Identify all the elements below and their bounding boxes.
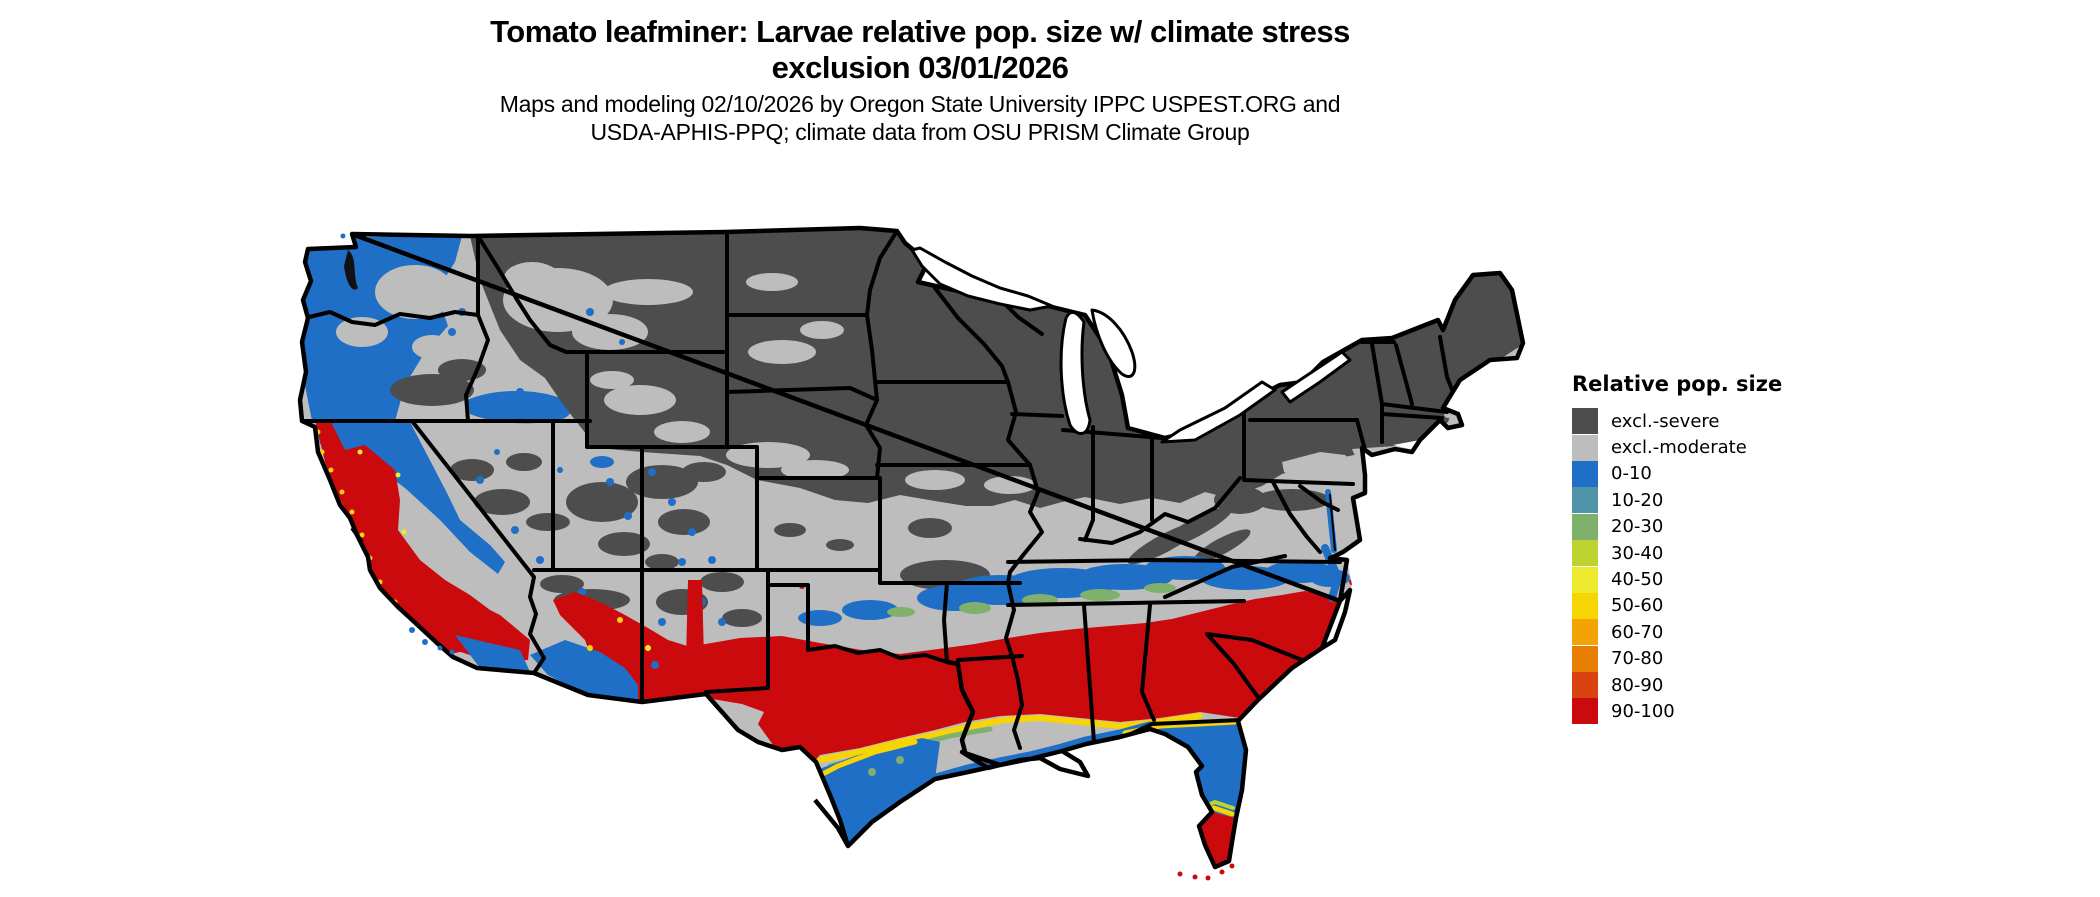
page-subtitle-line2: USDA-APHIS-PPQ; climate data from OSU PR… [590, 119, 1250, 145]
legend-swatch-v40_50 [1572, 566, 1598, 593]
legend-row-v70_80: 70-80 [1572, 645, 1872, 672]
legend-swatch-v90_100 [1572, 698, 1598, 725]
legend-title: Relative pop. size [1572, 372, 1783, 396]
raster-light-patch [375, 265, 455, 319]
offshore-speck [340, 233, 346, 239]
channel-island [409, 627, 415, 633]
legend-row-excl_severe: excl.-severe [1572, 408, 1872, 435]
legend-label-v90_100: 90-100 [1611, 700, 1675, 722]
channel-island [422, 639, 428, 645]
florida-key [1219, 869, 1225, 875]
us-map-svg [297, 225, 1526, 881]
us-choropleth-map [225, 158, 1570, 892]
legend-label-v50_60: 50-60 [1611, 595, 1664, 617]
state-borders [300, 229, 1459, 754]
legend-swatch-v20_30 [1572, 513, 1598, 540]
lake-ontario [1280, 350, 1352, 404]
page-subtitle-line1: Maps and modeling 02/10/2026 by Oregon S… [499, 91, 1341, 117]
legend-label-v20_30: 20-30 [1611, 516, 1664, 538]
florida-key [1192, 874, 1198, 880]
legend-label-excl_moderate: excl.-moderate [1611, 437, 1747, 459]
raster-light-patch [412, 335, 452, 359]
channel-island [449, 649, 455, 655]
legend-swatch-v10_20 [1572, 487, 1598, 514]
legend-row-v60_70: 60-70 [1572, 619, 1872, 646]
page-title: Tomato leafminer: Larvae relative pop. s… [250, 14, 1590, 86]
legend-label-excl_severe: excl.-severe [1611, 410, 1720, 432]
great-lakes [910, 246, 1352, 444]
legend-label-v70_80: 70-80 [1611, 648, 1664, 670]
sf-bay [350, 526, 364, 544]
page-title-line1: Tomato leafminer: Larvae relative pop. s… [490, 14, 1350, 49]
raster-florida [1122, 719, 1246, 867]
map-legend: Relative pop. size excl.-severe excl.-mod… [1572, 372, 1872, 725]
legend-swatch-excl_severe [1572, 408, 1598, 435]
channel-island [437, 645, 443, 651]
map-details [340, 233, 1235, 881]
legend-swatch-v70_80 [1572, 645, 1598, 672]
legend-swatch-v0_10 [1572, 460, 1598, 487]
legend-row-v40_50: 40-50 [1572, 566, 1872, 593]
legend-label-v80_90: 80-90 [1611, 674, 1664, 696]
legend-label-v40_50: 40-50 [1611, 569, 1664, 591]
legend-swatch-v60_70 [1572, 619, 1598, 646]
legend-row-v90_100: 90-100 [1572, 698, 1872, 725]
legend-row-v80_90: 80-90 [1572, 672, 1872, 699]
legend-row-v10_20: 10-20 [1572, 487, 1872, 514]
legend-label-v30_40: 30-40 [1611, 542, 1664, 564]
raster-light-mottle [503, 262, 1455, 498]
legend-label-v60_70: 60-70 [1611, 621, 1664, 643]
legend-row-v20_30: 20-30 [1572, 513, 1872, 540]
raster-blue-flecks [448, 308, 726, 626]
lake-michigan [1059, 311, 1092, 435]
legend-label-v0_10: 0-10 [1611, 463, 1652, 485]
puget-sound [344, 250, 358, 290]
raster-norcal-blue [316, 422, 505, 574]
legend-row-v30_40: 30-40 [1572, 540, 1872, 567]
legend-row-v0_10: 0-10 [1572, 460, 1872, 487]
legend-swatch-v50_60 [1572, 592, 1598, 619]
legend-row-v50_60: 50-60 [1572, 592, 1872, 619]
florida-key [1205, 875, 1211, 881]
raster-south-red-mass [660, 591, 1340, 800]
lake-huron [1090, 308, 1137, 378]
legend-items: excl.-severe excl.-moderate 0-10 10-20 20-30… [1572, 408, 1872, 725]
raster-snake-plain-blue [467, 390, 572, 424]
lake-superior [910, 246, 1054, 312]
page-title-line2: exclusion 03/01/2026 [771, 50, 1069, 85]
legend-swatch-excl_moderate [1572, 434, 1598, 461]
legend-label-v10_20: 10-20 [1611, 489, 1664, 511]
page-subtitle: Maps and modeling 02/10/2026 by Oregon S… [250, 90, 1590, 146]
florida-key [1229, 863, 1235, 869]
legend-swatch-v30_40 [1572, 540, 1598, 567]
florida-key [1177, 871, 1183, 877]
legend-row-excl_moderate: excl.-moderate [1572, 434, 1872, 461]
us-coastline [297, 225, 1526, 870]
lake-erie [1160, 380, 1277, 444]
map-raster [300, 228, 1523, 867]
legend-swatch-v80_90 [1572, 672, 1598, 699]
